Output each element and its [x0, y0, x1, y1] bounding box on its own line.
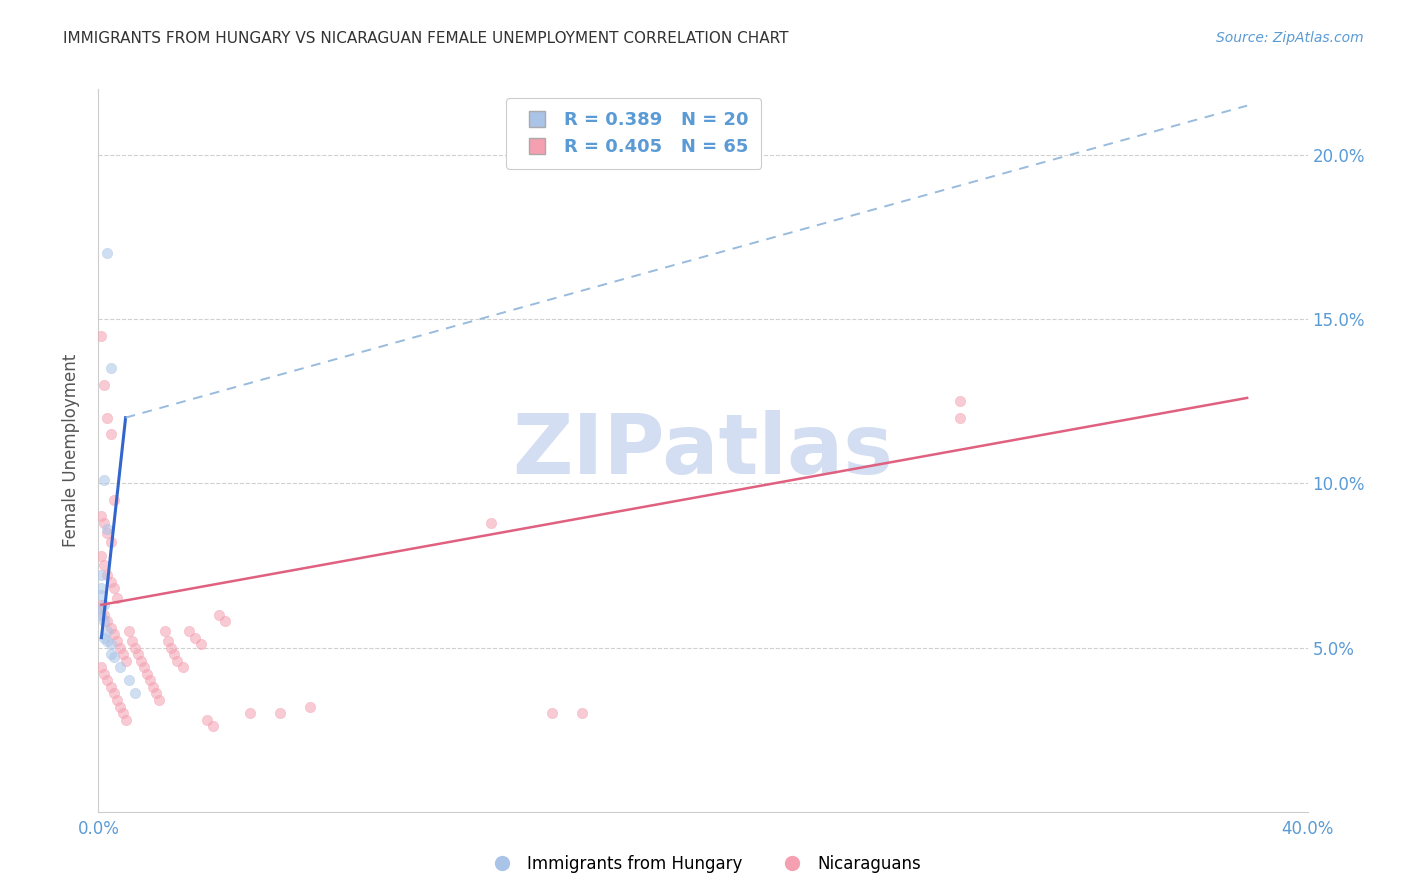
Point [93, 666, 115, 681]
Point [93, 516, 115, 530]
Text: Source: ZipAtlas.com: Source: ZipAtlas.com [1216, 31, 1364, 45]
Point [179, 624, 201, 639]
Point [114, 713, 136, 727]
Point [571, 706, 593, 721]
Point [93, 614, 115, 628]
Point [100, 361, 122, 376]
Text: IMMIGRANTS FROM HUNGARY VS NICARAGUAN FEMALE UNEMPLOYMENT CORRELATION CHART: IMMIGRANTS FROM HUNGARY VS NICARAGUAN FE… [63, 31, 789, 46]
Point [163, 647, 186, 661]
Point [90, 660, 112, 674]
Point [124, 686, 146, 700]
Point [93, 631, 115, 645]
Point [93, 473, 115, 487]
Point [90, 328, 112, 343]
Point [190, 637, 212, 651]
Point [96, 634, 118, 648]
Point [96, 624, 118, 639]
Legend: R = 0.389   N = 20, R = 0.405   N = 65: R = 0.389 N = 20, R = 0.405 N = 65 [506, 98, 762, 169]
Point [96, 410, 118, 425]
Point [93, 377, 115, 392]
Point [105, 693, 128, 707]
Point [90, 598, 112, 612]
Point [172, 660, 194, 674]
Point [90, 582, 112, 596]
Point [949, 394, 972, 409]
Point [103, 582, 125, 596]
Point [540, 706, 562, 721]
Point [100, 680, 122, 694]
Point [127, 647, 149, 661]
Point [156, 634, 179, 648]
Point [90, 607, 112, 622]
Point [111, 647, 134, 661]
Point [195, 713, 218, 727]
Point [100, 637, 122, 651]
Point [481, 516, 503, 530]
Point [90, 549, 112, 563]
Point [100, 574, 122, 589]
Point [93, 598, 115, 612]
Point [96, 673, 118, 688]
Point [129, 654, 152, 668]
Point [139, 673, 162, 688]
Point [100, 647, 122, 661]
Point [108, 699, 131, 714]
Point [299, 699, 322, 714]
Point [202, 719, 225, 733]
Point [93, 607, 115, 622]
Point [96, 522, 118, 536]
Point [208, 607, 231, 622]
Point [114, 654, 136, 668]
Legend: Immigrants from Hungary, Nicaraguans: Immigrants from Hungary, Nicaraguans [478, 848, 928, 880]
Point [105, 591, 128, 606]
Point [108, 640, 131, 655]
Point [96, 525, 118, 540]
Point [111, 706, 134, 721]
Point [100, 535, 122, 549]
Point [124, 640, 146, 655]
Point [142, 680, 165, 694]
Point [100, 427, 122, 442]
Point [96, 568, 118, 582]
Point [949, 410, 972, 425]
Point [153, 624, 176, 639]
Y-axis label: Female Unemployment: Female Unemployment [62, 354, 80, 547]
Point [135, 666, 157, 681]
Point [103, 492, 125, 507]
Point [148, 693, 170, 707]
Point [214, 614, 236, 628]
Point [118, 624, 141, 639]
Point [90, 601, 112, 615]
Point [132, 660, 155, 674]
Point [100, 621, 122, 635]
Point [269, 706, 291, 721]
Text: ZIPatlas: ZIPatlas [513, 410, 893, 491]
Point [103, 650, 125, 665]
Point [184, 631, 207, 645]
Point [118, 673, 141, 688]
Point [105, 634, 128, 648]
Point [103, 686, 125, 700]
Point [121, 634, 143, 648]
Point [166, 654, 188, 668]
Point [239, 706, 262, 721]
Point [93, 558, 115, 573]
Point [90, 568, 112, 582]
Point [90, 509, 112, 524]
Point [108, 660, 131, 674]
Point [96, 614, 118, 628]
Point [103, 627, 125, 641]
Point [96, 246, 118, 260]
Point [90, 588, 112, 602]
Point [145, 686, 167, 700]
Point [160, 640, 183, 655]
